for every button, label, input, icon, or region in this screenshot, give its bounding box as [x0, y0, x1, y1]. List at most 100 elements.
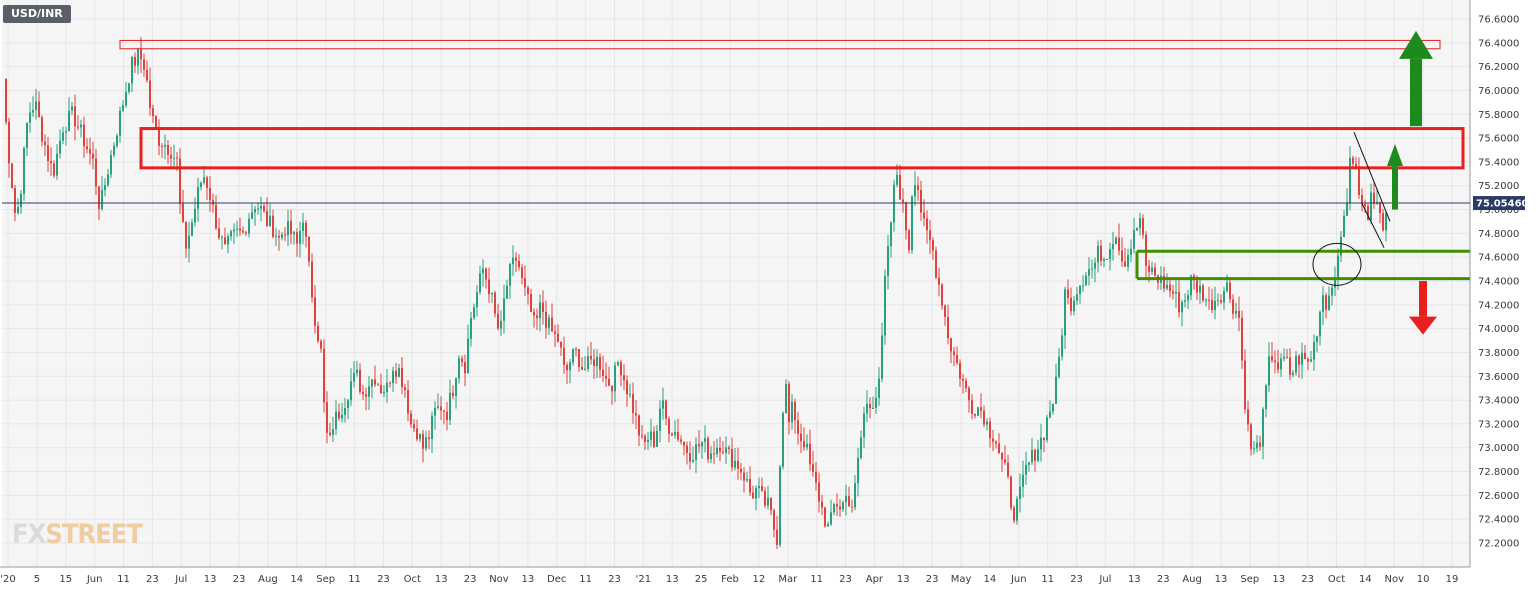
candle-body	[539, 302, 541, 319]
candle-body	[80, 124, 82, 128]
bullish-arrow-small-head	[1387, 144, 1403, 167]
candle-body	[1106, 258, 1108, 260]
candle-body	[803, 441, 805, 448]
x-tick-label: 23	[464, 574, 477, 585]
x-tick-label: 13	[435, 574, 448, 585]
candle-body	[224, 237, 226, 245]
bullish-arrow-small-shaft	[1392, 166, 1398, 210]
candle-body	[1151, 267, 1153, 272]
x-tick-label: Nov	[489, 574, 509, 585]
candle-body	[1340, 236, 1342, 256]
y-tick-label: 75.0000	[1478, 205, 1519, 216]
candle-body	[818, 482, 820, 502]
candle-body	[146, 69, 148, 81]
candle-body	[1154, 267, 1156, 276]
candle-body	[848, 496, 850, 507]
candle-body	[662, 400, 664, 409]
candle-body	[575, 349, 577, 351]
candle-body	[833, 504, 835, 513]
candle-body	[1001, 452, 1003, 460]
candle-body	[506, 285, 508, 299]
candle-body	[1049, 411, 1051, 418]
candle-body	[413, 424, 415, 429]
candle-body	[278, 236, 280, 238]
candle-body	[47, 145, 49, 162]
candle-body	[1292, 372, 1294, 375]
candle-body	[545, 311, 547, 328]
candle-body	[1082, 285, 1084, 287]
candle-body	[791, 401, 793, 423]
candle-body	[986, 421, 988, 425]
bearish-arrow-head	[1409, 316, 1437, 335]
candle-body	[362, 391, 364, 395]
candle-body	[1370, 192, 1372, 221]
candle-body	[1346, 202, 1348, 216]
candle-body	[290, 221, 292, 235]
candle-body	[1091, 268, 1093, 270]
candle-body	[1109, 249, 1111, 260]
candle-body	[11, 163, 13, 189]
candle-body	[761, 486, 763, 491]
current-price-tag	[1473, 196, 1525, 211]
candle-body	[137, 48, 139, 66]
candle-body	[560, 341, 562, 348]
candle-body	[422, 433, 424, 449]
candle-body	[122, 105, 124, 111]
candle-body	[20, 193, 22, 208]
candle-body	[281, 234, 283, 238]
candle-body	[716, 447, 718, 454]
candle-body	[1037, 449, 1039, 461]
candle-body	[968, 388, 970, 401]
candle-body	[368, 386, 370, 397]
candle-body	[35, 101, 37, 110]
candle-body	[1067, 289, 1069, 298]
candle-body	[200, 182, 202, 188]
candle-body	[1379, 201, 1381, 213]
candle-body	[755, 487, 757, 499]
candle-body	[542, 302, 544, 312]
candle-body	[920, 190, 922, 213]
x-tick-label: 12	[753, 574, 766, 585]
candle-body	[260, 206, 262, 209]
y-tick-label: 76.6000	[1478, 15, 1519, 26]
y-tick-label: 75.2000	[1478, 181, 1519, 192]
candle-body	[1142, 218, 1144, 235]
candle-body	[410, 413, 412, 425]
bullish-arrow-large-head	[1399, 30, 1433, 59]
candle-body	[1244, 360, 1246, 410]
candle-body	[116, 135, 118, 146]
x-tick-label: Apr	[866, 574, 884, 585]
candle-body	[650, 431, 652, 440]
candle-body	[962, 378, 964, 381]
candle-body	[1361, 195, 1363, 205]
candle-body	[587, 356, 589, 369]
candle-body	[923, 212, 925, 219]
candle-body	[188, 235, 190, 249]
candle-body	[272, 215, 274, 237]
candle-body	[731, 448, 733, 468]
breakout-circle	[1312, 242, 1362, 286]
candle-body	[431, 415, 433, 439]
candle-body	[1232, 299, 1234, 314]
candle-body	[704, 438, 706, 442]
x-tick-label: Oct	[404, 574, 421, 585]
candle-body	[953, 351, 955, 356]
candle-body	[1316, 336, 1318, 343]
candle-body	[473, 307, 475, 318]
candle-body	[629, 394, 631, 396]
candle-body	[1136, 228, 1138, 231]
candle-body	[1355, 163, 1357, 167]
y-tick-label: 75.8000	[1478, 110, 1519, 121]
wedge-upper-line	[1353, 131, 1391, 222]
x-tick-label: 11	[117, 574, 130, 585]
candle-body	[1007, 462, 1009, 477]
candle-body	[239, 228, 241, 231]
candle-body	[323, 348, 325, 403]
candle-body	[734, 460, 736, 468]
candle-body	[68, 110, 70, 132]
candle-body	[956, 355, 958, 364]
candle-body	[5, 78, 7, 123]
candle-body	[71, 106, 73, 111]
x-tick-label: 5	[34, 574, 40, 585]
